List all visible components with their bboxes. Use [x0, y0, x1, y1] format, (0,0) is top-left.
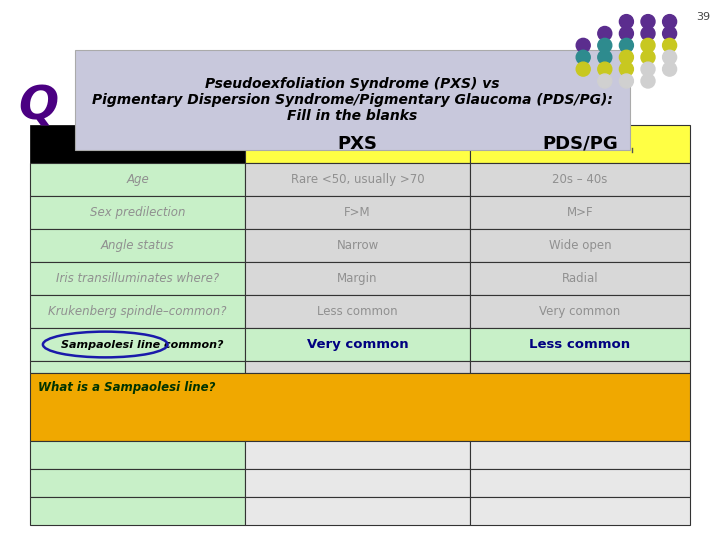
Text: Sampaolesi line common?: Sampaolesi line common? — [60, 340, 223, 349]
Bar — [470, 262, 690, 295]
Text: 20s – 40s: 20s – 40s — [552, 173, 608, 186]
Circle shape — [641, 50, 655, 64]
Circle shape — [662, 50, 677, 64]
Circle shape — [662, 26, 677, 40]
Circle shape — [619, 15, 634, 29]
Circle shape — [641, 62, 655, 76]
Circle shape — [619, 38, 634, 52]
Circle shape — [576, 38, 590, 52]
Text: Sex predilection: Sex predilection — [90, 206, 185, 219]
Text: Iris transilluminates where?: Iris transilluminates where? — [56, 272, 219, 285]
Circle shape — [641, 74, 655, 88]
Text: What is a Sampaolesi line?: What is a Sampaolesi line? — [38, 381, 215, 394]
Circle shape — [619, 74, 634, 88]
Bar — [30, 497, 245, 525]
Bar — [30, 469, 245, 497]
Bar — [470, 295, 690, 328]
Bar — [470, 469, 690, 497]
Bar — [470, 229, 690, 262]
Bar — [470, 163, 690, 196]
Bar — [245, 262, 470, 295]
Bar — [30, 196, 245, 229]
Bar — [30, 163, 245, 196]
Bar — [245, 497, 470, 525]
Circle shape — [641, 26, 655, 40]
Bar — [245, 229, 470, 262]
Bar — [245, 361, 470, 373]
Bar — [30, 373, 690, 441]
Circle shape — [598, 26, 612, 40]
Circle shape — [576, 62, 590, 76]
Bar — [75, 50, 630, 150]
Text: Very common: Very common — [539, 305, 621, 318]
Circle shape — [619, 26, 634, 40]
Text: Q: Q — [18, 85, 58, 130]
Bar — [30, 125, 245, 163]
Circle shape — [576, 50, 590, 64]
Circle shape — [598, 38, 612, 52]
Text: PXS: PXS — [338, 135, 377, 153]
Bar — [245, 295, 470, 328]
Text: Very common: Very common — [307, 338, 408, 351]
Text: Less common: Less common — [529, 338, 631, 351]
Bar — [470, 328, 690, 361]
Text: Less common: Less common — [318, 305, 398, 318]
Text: Margin: Margin — [337, 272, 378, 285]
Circle shape — [662, 62, 677, 76]
Circle shape — [662, 38, 677, 52]
Bar — [30, 328, 245, 361]
Bar — [30, 262, 245, 295]
Text: Age: Age — [126, 173, 149, 186]
Bar — [30, 295, 245, 328]
Bar — [30, 361, 245, 373]
Bar — [245, 328, 470, 361]
Bar — [245, 469, 470, 497]
Circle shape — [641, 38, 655, 52]
Bar — [245, 196, 470, 229]
Circle shape — [598, 50, 612, 64]
Bar — [470, 497, 690, 525]
Bar — [470, 196, 690, 229]
Circle shape — [598, 62, 612, 76]
Circle shape — [641, 15, 655, 29]
Text: PDS/PG: PDS/PG — [542, 135, 618, 153]
Bar — [30, 441, 245, 469]
Text: F>M: F>M — [344, 206, 371, 219]
Text: Angle status: Angle status — [101, 239, 174, 252]
Bar — [470, 441, 690, 469]
Text: Wide open: Wide open — [549, 239, 611, 252]
Bar — [30, 229, 245, 262]
Text: Rare <50, usually >70: Rare <50, usually >70 — [291, 173, 424, 186]
Text: 39: 39 — [696, 12, 710, 22]
Text: Pseudoexfoliation Syndrome (PXS) vs
Pigmentary Dispersion Syndrome/Pigmentary Gl: Pseudoexfoliation Syndrome (PXS) vs Pigm… — [92, 77, 613, 123]
Bar — [470, 125, 690, 163]
Text: Radial: Radial — [562, 272, 598, 285]
Circle shape — [619, 62, 634, 76]
Text: Narrow: Narrow — [336, 239, 379, 252]
Bar — [245, 163, 470, 196]
Circle shape — [619, 50, 634, 64]
Circle shape — [598, 74, 612, 88]
Text: Krukenberg spindle–common?: Krukenberg spindle–common? — [48, 305, 227, 318]
Circle shape — [662, 15, 677, 29]
Bar — [470, 361, 690, 373]
Text: M>F: M>F — [567, 206, 593, 219]
Bar — [245, 125, 470, 163]
Bar — [245, 441, 470, 469]
